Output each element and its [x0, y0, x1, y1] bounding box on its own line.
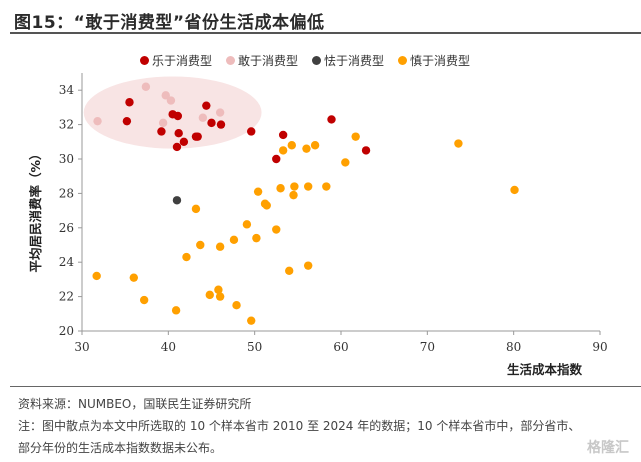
data-point-series-3 [215, 242, 225, 251]
legend-label-series-1: 敢于消费型 [238, 54, 299, 68]
figure-title: 图15：“敢于消费型”省份生活成本偏低 [14, 13, 325, 33]
data-point-series-3 [289, 190, 298, 200]
data-point-series-1 [158, 118, 168, 128]
data-point-series-3 [285, 266, 294, 275]
data-point-series-0 [361, 146, 371, 155]
data-point-series-3 [214, 285, 223, 294]
y-tick-label: 20 [59, 324, 74, 338]
legend-marker-series-0 [140, 56, 149, 65]
data-point-series-0 [216, 120, 226, 129]
legend-item-series-0: 乐于消费型 [140, 52, 212, 69]
data-point-series-3 [322, 182, 331, 191]
data-point-series-3 [205, 290, 214, 300]
data-point-series-0 [193, 132, 202, 141]
legend-item-series-2: 怯于消费型 [312, 52, 384, 69]
legend-marker-series-3 [398, 56, 408, 65]
data-point-series-3 [303, 182, 313, 191]
data-point-series-0 [125, 98, 134, 107]
legend-marker-series-2 [312, 56, 322, 65]
y-axis-title: 平均居民消费率（%） [28, 147, 43, 272]
x-tick-label: 70 [420, 340, 435, 354]
watermark-logo: 格隆汇 [587, 440, 629, 456]
data-point-series-3 [242, 220, 252, 229]
data-point-series-3 [247, 316, 256, 325]
data-point-series-3 [215, 292, 225, 301]
data-point-series-3 [310, 141, 320, 150]
data-point-series-3 [341, 158, 350, 167]
x-tick-label: 60 [333, 340, 348, 354]
data-point-series-0 [202, 101, 211, 110]
data-point-series-3 [290, 182, 299, 191]
data-point-series-0 [172, 142, 182, 152]
data-point-series-3 [92, 271, 101, 281]
data-point-series-0 [207, 118, 216, 128]
data-point-series-3 [196, 240, 205, 250]
y-tick-label: 28 [59, 186, 74, 200]
footer-divider [10, 386, 641, 387]
data-point-series-3 [303, 261, 313, 270]
footnote-line-2: 部分年份的生活成本指数数据未公布。 [18, 441, 223, 455]
data-point-series-1 [198, 113, 208, 122]
data-point-series-3 [171, 306, 181, 315]
legend-item-series-1: 敢于消费型 [226, 52, 298, 69]
data-point-series-3 [510, 185, 519, 195]
x-axis-title: 生活成本指数 [507, 362, 583, 377]
data-point-series-3 [454, 139, 463, 148]
data-point-series-3 [302, 144, 311, 153]
data-point-series-0 [327, 115, 336, 124]
data-point-series-1 [166, 96, 176, 105]
legend-label-series-3: 慎于消费型 [410, 54, 471, 68]
data-point-series-3 [129, 273, 138, 282]
legend-label-series-0: 乐于消费型 [152, 54, 213, 68]
data-point-series-0 [157, 127, 166, 136]
y-tick-label: 24 [59, 255, 75, 269]
y-tick-label: 30 [59, 152, 74, 166]
data-point-series-3 [262, 201, 271, 210]
data-point-series-0 [247, 127, 256, 136]
legend-marker-series-1 [226, 56, 236, 65]
data-point-series-2 [172, 196, 182, 205]
data-point-series-3 [229, 235, 239, 245]
legend-label-series-2: 怯于消费型 [324, 54, 385, 68]
footnote-line-1: 注：图中散点为本文中所选取的 10 个样本省市 2010 至 2024 年的数据… [18, 419, 581, 433]
data-point-series-1 [93, 116, 102, 126]
y-tick-label: 32 [59, 118, 74, 132]
y-tick-label: 22 [59, 290, 74, 304]
x-tick-label: 50 [247, 340, 262, 354]
data-point-series-1 [141, 82, 151, 91]
x-tick-label: 90 [592, 340, 607, 354]
data-point-series-3 [252, 233, 261, 243]
data-point-series-0 [122, 116, 132, 126]
data-point-series-3 [278, 146, 288, 155]
data-point-series-3 [191, 204, 201, 214]
data-point-series-3 [232, 301, 241, 310]
data-point-series-3 [182, 252, 191, 262]
data-point-series-3 [272, 225, 281, 234]
data-point-series-3 [139, 295, 149, 305]
data-point-series-0 [179, 137, 189, 146]
x-tick-label: 30 [74, 340, 89, 354]
chart-legend: 乐于消费型 敢于消费型 怯于消费型 慎于消费型 [140, 52, 470, 69]
data-point-series-0 [278, 130, 288, 140]
legend-item-series-3: 慎于消费型 [398, 52, 470, 69]
data-point-series-3 [253, 187, 263, 196]
data-point-series-1 [161, 91, 170, 100]
x-tick-label: 80 [506, 340, 521, 354]
data-point-series-0 [173, 111, 183, 121]
data-point-series-3 [351, 132, 360, 141]
x-tick-label: 40 [161, 340, 176, 354]
data-point-series-3 [287, 141, 296, 150]
y-tick-label: 34 [59, 83, 75, 97]
data-point-series-1 [215, 108, 225, 117]
y-tick-label: 26 [59, 221, 74, 235]
data-point-series-0 [174, 129, 183, 138]
data-point-series-3 [276, 184, 285, 193]
title-divider [10, 32, 641, 34]
source-note: 资料来源：NUMBEO，国联民生证券研究所 [18, 397, 252, 411]
data-point-series-0 [272, 154, 281, 164]
